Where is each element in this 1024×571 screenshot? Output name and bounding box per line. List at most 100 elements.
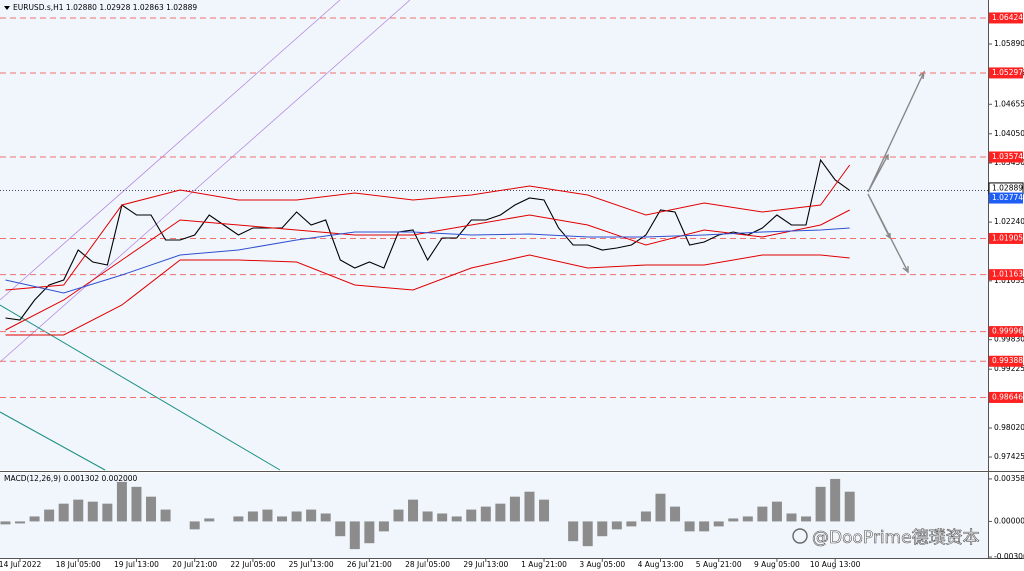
macd-bar — [408, 499, 419, 522]
macd-bar — [568, 521, 579, 542]
macd-bar — [728, 518, 739, 522]
macd-bar — [524, 491, 535, 522]
level-label: 1.01905 — [992, 233, 1023, 242]
macd-bar — [451, 516, 462, 522]
macd-bar — [378, 521, 389, 532]
macd-bar — [160, 509, 171, 522]
macd-bar — [582, 521, 593, 547]
watermark-icon — [792, 528, 808, 544]
level-label-box — [989, 355, 1023, 367]
macd-bar — [131, 486, 142, 522]
y-tick-label: 0.98020 — [994, 423, 1024, 432]
watermark: @DooPrime德璞资本 — [812, 528, 980, 548]
macd-bar — [509, 496, 520, 522]
macd-bar — [815, 486, 826, 522]
macd-bar — [349, 521, 360, 550]
y-tick-label: 1.03450 — [994, 158, 1024, 167]
collapse-icon — [4, 6, 10, 10]
macd-bar — [146, 496, 157, 522]
x-tick-label: 3 Aug 05:00 — [579, 560, 625, 569]
x-tick-label: 9 Aug 05:00 — [754, 560, 800, 569]
macd-bar — [44, 509, 55, 522]
level-label-box — [989, 232, 1023, 244]
level-label: 1.06424 — [992, 13, 1023, 22]
macd-bar — [262, 509, 273, 522]
macd-bar — [364, 521, 375, 544]
y-tick-label: 1.01035 — [994, 276, 1024, 285]
macd-bar — [640, 511, 651, 522]
level-label-box — [989, 12, 1023, 24]
indicator-line — [5, 164, 851, 291]
level-label: 1.05297 — [992, 68, 1023, 77]
macd-bar — [189, 521, 200, 530]
macd-bar — [655, 493, 666, 522]
macd-bar — [597, 521, 608, 537]
x-tick-label: 26 Jul 21:00 — [347, 560, 392, 569]
indicator-line — [5, 227, 850, 294]
y-tick-label: 0.99225 — [994, 364, 1024, 373]
channel-line — [0, 0, 411, 363]
macd-bar — [757, 506, 768, 522]
level-label-box — [989, 151, 1023, 163]
level-label: 1.01163 — [992, 270, 1023, 279]
price-line-series — [5, 158, 851, 321]
level-label-box — [989, 391, 1023, 403]
macd-bar — [335, 521, 346, 537]
macd-bar — [713, 521, 724, 527]
x-tick-label: 1 Aug 21:00 — [521, 560, 567, 569]
macd-bar — [699, 521, 710, 532]
trend-line — [0, 411, 106, 471]
macd-bar — [102, 503, 113, 522]
macd-bar — [15, 521, 26, 524]
y-tick-label: 0.99830 — [994, 335, 1024, 344]
macd-bar — [742, 516, 753, 522]
x-tick-label: 5 Aug 21:00 — [696, 560, 742, 569]
macd-bar — [611, 521, 622, 530]
macd-bar — [29, 516, 40, 522]
trend-line — [0, 304, 281, 471]
x-tick-label: 18 Jul 05:00 — [56, 560, 101, 569]
price-label: 1.02774 — [992, 193, 1023, 202]
macd-bar — [247, 511, 258, 522]
channel-line — [0, 0, 341, 301]
y-tick-label: 1.02240 — [994, 217, 1024, 226]
y-tick-label: 0.97425 — [994, 452, 1024, 461]
macd-y-tick-label: -0.003009 — [994, 552, 1024, 561]
macd-bar — [844, 491, 855, 522]
y-tick-label: 1.04050 — [994, 129, 1024, 138]
macd-bar — [437, 513, 448, 522]
x-tick-label: 20 Jul 21:00 — [172, 560, 217, 569]
macd-bar — [87, 501, 98, 522]
macd-bar — [801, 516, 812, 522]
x-tick-label: 19 Jul 13:00 — [114, 560, 159, 569]
y-tick-label: 1.04655 — [994, 99, 1024, 108]
macd-bar — [771, 501, 782, 522]
level-label: 0.99388 — [992, 356, 1023, 365]
macd-bar — [786, 513, 797, 522]
drawing-objects — [0, 0, 925, 471]
forecast-arrows — [867, 70, 925, 274]
macd-bar — [466, 509, 477, 522]
macd-bar — [539, 499, 550, 522]
macd-bar — [393, 509, 404, 522]
level-label: 0.98646 — [992, 392, 1023, 401]
x-tick-label: 22 Jul 05:00 — [230, 560, 275, 569]
price-label: 1.02889 — [992, 183, 1023, 192]
y-tick-label: 1.05890 — [994, 39, 1024, 48]
macd-bar — [116, 481, 127, 522]
macd-bar — [320, 513, 331, 522]
macd-bar — [480, 506, 491, 522]
macd-bar — [684, 521, 695, 532]
macd-bar — [626, 521, 637, 527]
x-tick-label: 29 Jul 13:00 — [463, 560, 508, 569]
macd-bar — [306, 509, 317, 522]
level-label: 0.99996 — [992, 327, 1023, 336]
price-label-box — [989, 192, 1023, 204]
macd-bar — [58, 503, 69, 522]
macd-bar — [495, 503, 506, 522]
level-label-box — [989, 326, 1023, 338]
macd-bar — [73, 499, 84, 522]
macd-bar — [204, 518, 215, 522]
macd-bar — [277, 516, 288, 522]
